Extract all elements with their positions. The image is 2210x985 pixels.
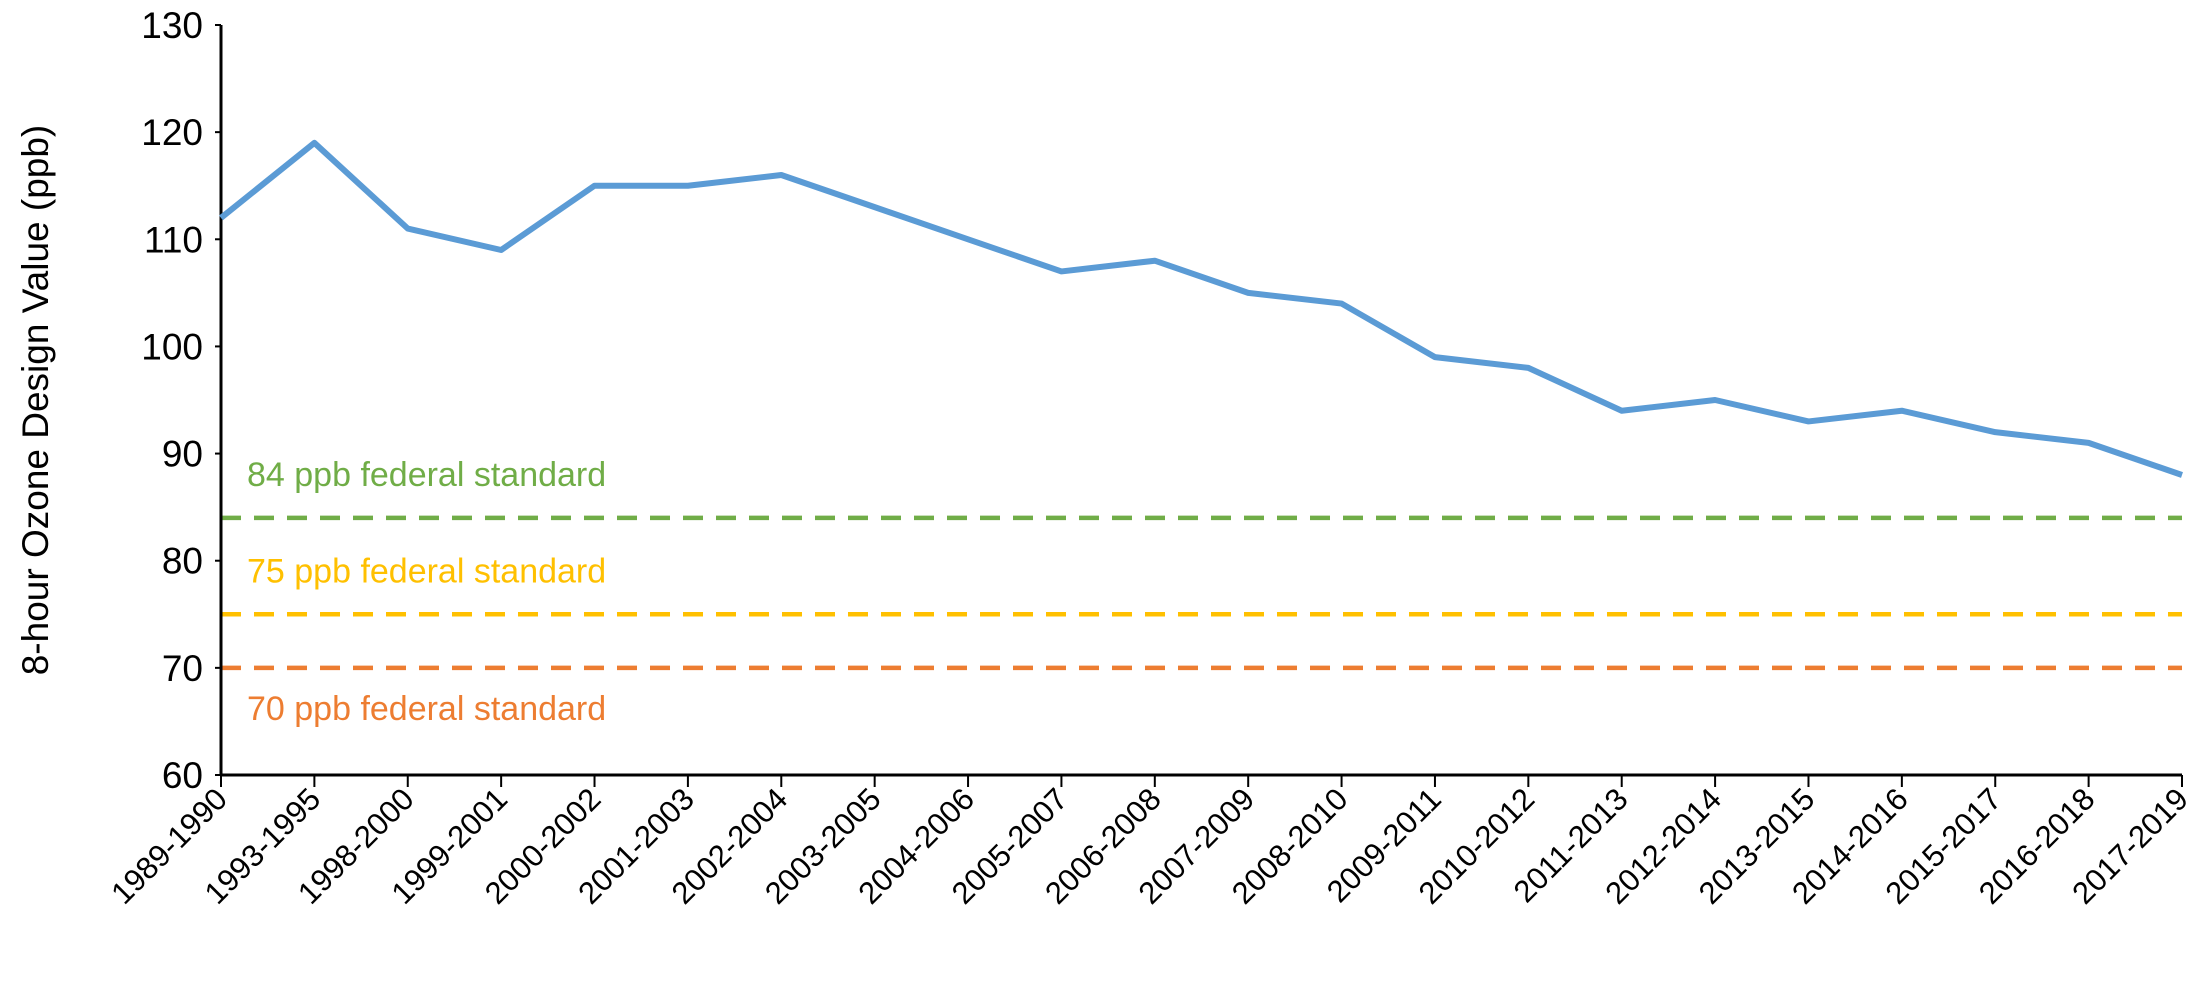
reference-label: 75 ppb federal standard bbox=[247, 552, 606, 590]
reference-label: 84 ppb federal standard bbox=[247, 456, 606, 494]
y-tick-label: 80 bbox=[162, 541, 203, 582]
y-tick-label: 120 bbox=[141, 112, 203, 153]
y-tick-label: 70 bbox=[162, 648, 203, 689]
y-tick-label: 90 bbox=[162, 434, 203, 475]
y-tick-label: 60 bbox=[162, 755, 203, 796]
y-tick-label: 130 bbox=[141, 5, 203, 46]
data-line bbox=[219, 139, 2183, 478]
y-tick-label: 110 bbox=[144, 219, 203, 260]
y-axis-label: 8-hour Ozone Design Value (ppb) bbox=[15, 125, 56, 676]
y-tick-label: 100 bbox=[141, 326, 203, 367]
reference-label: 70 ppb federal standard bbox=[247, 690, 606, 728]
